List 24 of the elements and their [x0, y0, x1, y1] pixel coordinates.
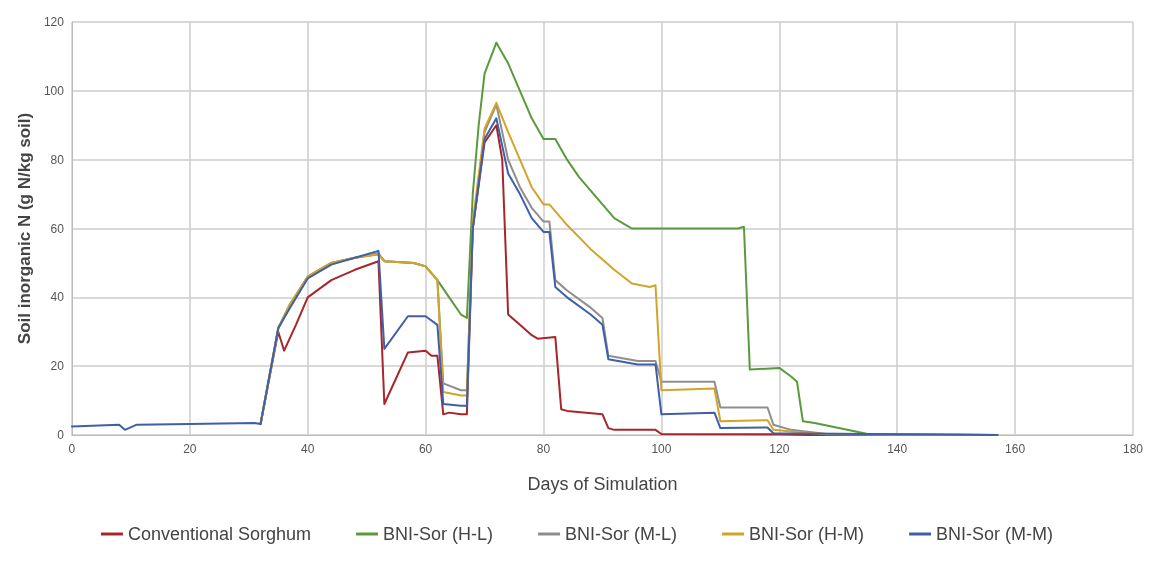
y-tick-label: 20	[50, 359, 65, 374]
x-tick-label: 120	[769, 442, 790, 456]
x-tick-label: 0	[68, 442, 76, 456]
x-tick-label: 100	[651, 442, 672, 456]
x-tick-label: 180	[1122, 442, 1144, 456]
x-tick-label: 60	[418, 442, 433, 456]
y-tick-label: 40	[50, 290, 65, 305]
y-tick-label: 80	[50, 152, 65, 167]
legend-label: BNI-Sor (H-M)	[749, 524, 865, 544]
legend-label: BNI-Sor (M-L)	[565, 524, 678, 544]
x-tick-label: 40	[301, 442, 315, 456]
x-tick-label: 160	[1005, 442, 1026, 456]
legend-label: BNI-Sor (M-M)	[936, 524, 1054, 544]
x-tick-label: 20	[183, 442, 197, 456]
x-tick-label: 80	[536, 442, 551, 456]
y-tick-label: 0	[57, 428, 65, 442]
y-tick-label: 120	[43, 15, 65, 29]
x-axis-title: Days of Simulation	[527, 474, 678, 494]
x-tick-label: 140	[887, 442, 908, 456]
y-tick-label: 100	[43, 83, 65, 98]
y-tick-label: 60	[50, 221, 65, 236]
legend-label: BNI-Sor (H-L)	[383, 524, 494, 544]
legend-label: Conventional Sorghum	[127, 524, 312, 544]
y-axis-title: Soil inorganic N (g N/kg soil)	[15, 112, 34, 345]
